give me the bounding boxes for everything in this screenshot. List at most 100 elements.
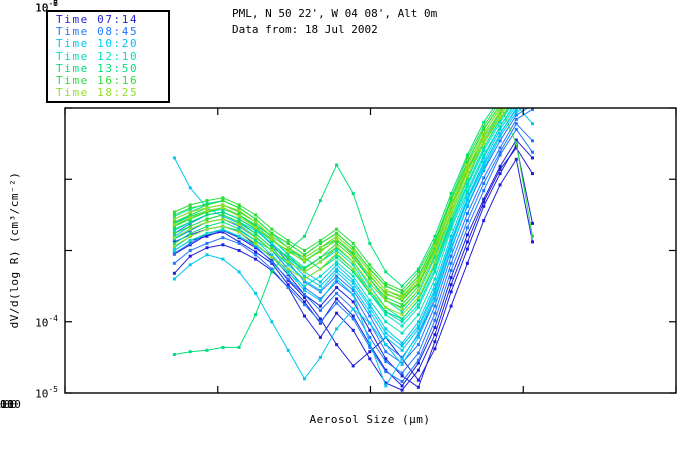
page-title: PML, N 50 22', W 04 08', Alt 0m [232, 7, 438, 20]
data-point-marker [482, 149, 486, 153]
data-point-marker [384, 381, 388, 385]
data-point-marker [384, 288, 388, 292]
data-point-marker [498, 108, 502, 110]
data-point-marker [449, 304, 453, 308]
data-point-marker [482, 132, 486, 136]
data-point-marker [286, 250, 290, 254]
data-point-marker [531, 64, 534, 67]
data-point-marker [465, 203, 469, 207]
data-point-marker [254, 241, 258, 245]
data-point-marker [400, 291, 404, 295]
data-point-marker [368, 341, 372, 345]
data-point-marker [433, 318, 437, 322]
legend-item: Time 18:25 [56, 86, 139, 100]
data-point-marker [416, 313, 420, 317]
data-point-marker [416, 351, 420, 355]
data-point-marker [368, 277, 372, 281]
data-point-marker [351, 278, 355, 282]
data-point-marker [172, 217, 176, 221]
data-point-marker [465, 226, 469, 230]
data-point-marker [188, 227, 192, 231]
data-point-marker [188, 239, 192, 242]
data-point-marker [416, 343, 420, 347]
data-point-marker [400, 363, 404, 366]
data-point-marker [449, 217, 453, 221]
data-point-marker [465, 199, 469, 203]
data-point-marker [318, 267, 322, 271]
data-point-marker [482, 136, 486, 140]
data-point-marker [433, 256, 437, 260]
data-point-marker [205, 206, 209, 210]
data-point-marker [449, 276, 453, 280]
data-point-marker [515, 99, 518, 102]
data-point-marker [482, 197, 486, 201]
data-point-marker [237, 227, 241, 231]
data-point-marker [400, 320, 404, 324]
y-tick-label: 10-8 [35, 0, 58, 15]
data-point-marker [400, 317, 404, 321]
data-point-marker [303, 249, 306, 252]
data-point-marker [286, 239, 290, 242]
data-point-marker [318, 284, 322, 288]
data-point-marker [368, 241, 372, 245]
data-point-marker [318, 304, 322, 308]
data-point-marker [465, 170, 469, 174]
data-point-marker [515, 95, 518, 98]
series-line [174, 108, 504, 301]
data-point-marker [482, 204, 486, 208]
data-point-marker [384, 384, 388, 388]
data-point-marker [465, 192, 469, 195]
data-point-marker [351, 281, 355, 285]
data-point-marker [400, 384, 404, 388]
data-point-marker [188, 186, 192, 190]
data-point-marker [303, 274, 306, 278]
data-point-marker [205, 224, 209, 228]
data-point-marker [400, 294, 404, 298]
y-axis-label: dV/d(log R) (cm³/cm⁻²) [8, 171, 21, 329]
data-point-marker [515, 101, 518, 104]
data-point-marker [433, 251, 437, 255]
data-point-marker [531, 79, 534, 82]
data-point-marker [515, 87, 518, 90]
data-point-marker [400, 303, 404, 307]
data-point-marker [188, 206, 192, 210]
data-point-marker [416, 335, 420, 339]
data-point-marker [416, 324, 420, 328]
data-point-marker [498, 146, 502, 150]
data-point-marker [482, 120, 486, 124]
data-point-marker [286, 263, 290, 267]
data-point-marker [531, 81, 534, 84]
data-point-marker [449, 192, 453, 195]
data-point-marker [515, 97, 518, 100]
data-point-marker [482, 200, 486, 204]
data-point-marker [172, 261, 176, 265]
data-point-marker [318, 288, 322, 292]
data-point-marker [237, 206, 241, 210]
data-point-marker [237, 203, 241, 207]
data-point-marker [335, 260, 339, 264]
data-point-marker [515, 104, 518, 107]
data-point-marker [515, 78, 518, 81]
data-point-marker [335, 343, 339, 347]
data-point-marker [172, 220, 176, 224]
data-point-marker [531, 78, 534, 81]
data-point-marker [237, 230, 241, 234]
data-point-marker [318, 320, 322, 324]
data-point-marker [416, 270, 420, 274]
data-point-marker [188, 231, 192, 235]
data-point-marker [482, 219, 486, 223]
data-point-marker [318, 317, 322, 321]
data-point-marker [270, 260, 274, 264]
data-point-marker [221, 257, 225, 261]
data-point-marker [498, 167, 502, 171]
data-point-marker [416, 358, 420, 362]
data-point-marker [433, 326, 437, 329]
data-point-marker [531, 234, 534, 238]
data-point-marker [303, 256, 306, 260]
data-point-marker [221, 210, 225, 214]
data-point-marker [335, 227, 339, 231]
data-point-marker [286, 267, 290, 271]
data-point-marker [172, 271, 176, 275]
data-point-marker [416, 306, 420, 309]
data-point-marker [318, 298, 322, 302]
